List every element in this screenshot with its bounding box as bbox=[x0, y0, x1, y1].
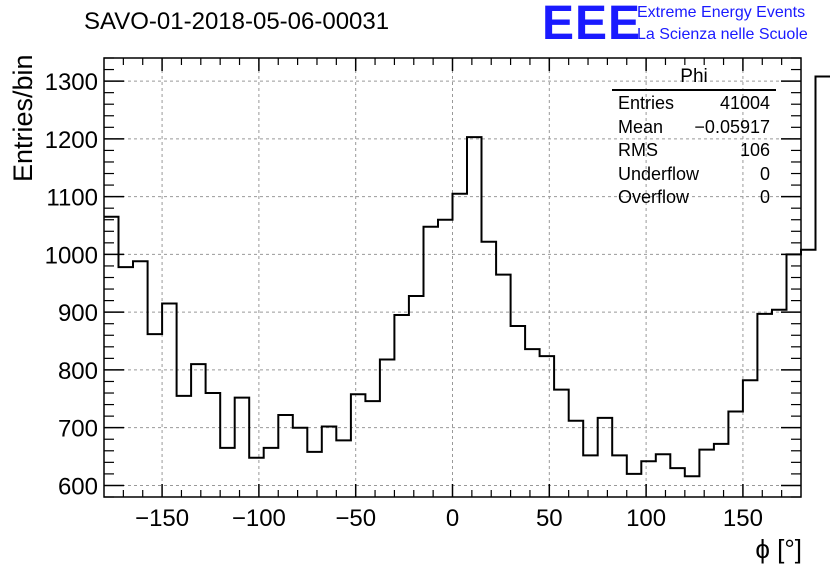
histogram-bin bbox=[569, 421, 584, 497]
stats-title: Phi bbox=[612, 66, 776, 91]
y-tick-label: 1000 bbox=[45, 242, 98, 269]
histogram-bin bbox=[191, 364, 206, 497]
histogram-bin bbox=[133, 261, 148, 497]
histogram-bin bbox=[467, 137, 482, 497]
histogram-bin bbox=[772, 310, 787, 497]
y-axis-label: Entries/bin bbox=[8, 54, 38, 182]
histogram-bin bbox=[554, 390, 569, 497]
histogram-bin bbox=[699, 450, 714, 497]
histogram-bin bbox=[220, 448, 235, 497]
histogram-bin bbox=[119, 267, 134, 497]
histogram-bin bbox=[496, 275, 511, 497]
logo-line-2: La Scienza nelle Scuole bbox=[637, 26, 808, 43]
stats-value: 0 bbox=[759, 187, 770, 207]
histogram-bin bbox=[743, 380, 758, 497]
histogram-bin bbox=[249, 458, 264, 497]
histogram-bin bbox=[757, 314, 772, 497]
y-tick-label: 600 bbox=[58, 473, 98, 500]
stats-label: Mean bbox=[618, 116, 664, 137]
stats-label: Entries bbox=[618, 93, 675, 113]
stats-row-rms: RMS 106 bbox=[612, 139, 776, 163]
histogram-bin bbox=[423, 227, 438, 497]
histogram-bin bbox=[264, 448, 279, 497]
histogram-bin bbox=[206, 393, 221, 497]
histogram-bin bbox=[365, 401, 380, 497]
stats-row-overflow: Overflow 0 bbox=[612, 186, 776, 210]
histogram-bin bbox=[104, 217, 119, 497]
stats-value: 41004 bbox=[719, 93, 770, 113]
histogram-bin bbox=[235, 398, 250, 497]
histogram-bin bbox=[394, 315, 409, 497]
histogram-bin bbox=[380, 360, 395, 497]
histogram-bin bbox=[453, 194, 468, 497]
stats-value: 106 bbox=[739, 140, 770, 160]
y-tick-label: 1300 bbox=[45, 69, 98, 96]
x-tick-label: −100 bbox=[232, 505, 286, 532]
y-tick-label: 1200 bbox=[45, 127, 98, 154]
x-tick-label: 50 bbox=[536, 505, 563, 532]
histogram-bin bbox=[685, 476, 700, 497]
x-tick-label: 0 bbox=[446, 505, 459, 532]
histogram-bin bbox=[322, 427, 337, 497]
stats-row-entries: Entries 41004 bbox=[612, 92, 776, 116]
histogram-bin bbox=[540, 356, 555, 497]
histogram-bin bbox=[656, 454, 671, 497]
y-tick-label: 800 bbox=[58, 358, 98, 385]
stats-label: Overflow bbox=[618, 187, 690, 207]
x-tick-label: −50 bbox=[335, 505, 376, 532]
histogram-bin bbox=[801, 250, 816, 497]
stats-label: RMS bbox=[618, 140, 658, 160]
stats-row-underflow: Underflow 0 bbox=[612, 163, 776, 187]
histogram-bin bbox=[278, 415, 293, 497]
stats-box: Phi Entries 41004 Mean −0.05917 RMS 106 … bbox=[612, 66, 776, 210]
histogram-bin bbox=[714, 444, 729, 497]
x-axis: −150 −100 −50 0 50 100 150 bbox=[122, 58, 783, 532]
histogram-bin bbox=[482, 242, 497, 497]
eee-logo: EEE bbox=[542, 0, 642, 50]
histogram-bin bbox=[162, 303, 177, 497]
x-axis-label: ϕ [°] bbox=[755, 534, 802, 564]
y-axis: 600 700 800 900 1000 1100 1200 1300 bbox=[45, 57, 801, 500]
x-tick-label: −150 bbox=[135, 505, 189, 532]
stats-value: 0 bbox=[759, 163, 770, 184]
histogram-bin bbox=[409, 296, 424, 497]
histogram-bin bbox=[177, 396, 192, 497]
stats-value: −0.05917 bbox=[694, 116, 770, 137]
histogram-bin bbox=[816, 76, 831, 497]
histogram-bin bbox=[307, 452, 322, 497]
y-tick-label: 700 bbox=[58, 416, 98, 443]
stats-row-mean: Mean −0.05917 bbox=[612, 116, 776, 140]
histogram-bin bbox=[670, 468, 685, 497]
histogram-bin bbox=[641, 461, 656, 497]
chart-title: SAVO-01-2018-05-06-00031 bbox=[84, 8, 390, 35]
logo-line-1: Extreme Energy Events bbox=[637, 4, 806, 21]
histogram-bin bbox=[786, 254, 801, 497]
x-tick-label: 100 bbox=[626, 505, 666, 532]
histogram-bin bbox=[438, 220, 453, 497]
histogram-bin bbox=[336, 440, 351, 497]
histogram-bin bbox=[293, 428, 308, 497]
y-tick-label: 900 bbox=[58, 300, 98, 327]
histogram-line bbox=[104, 75, 830, 478]
histogram-bin bbox=[583, 455, 598, 497]
y-tick-label: 1100 bbox=[46, 185, 98, 212]
histogram-bin bbox=[525, 349, 540, 497]
histogram-bin bbox=[351, 394, 366, 497]
x-tick-label: 150 bbox=[723, 505, 763, 532]
histogram-bin bbox=[612, 455, 627, 497]
histogram-bin bbox=[598, 418, 613, 497]
histogram-bin bbox=[511, 326, 526, 497]
histogram-bin bbox=[728, 412, 743, 497]
histogram-bin bbox=[148, 334, 163, 497]
stats-label: Underflow bbox=[618, 163, 700, 184]
histogram-bin bbox=[627, 474, 642, 497]
